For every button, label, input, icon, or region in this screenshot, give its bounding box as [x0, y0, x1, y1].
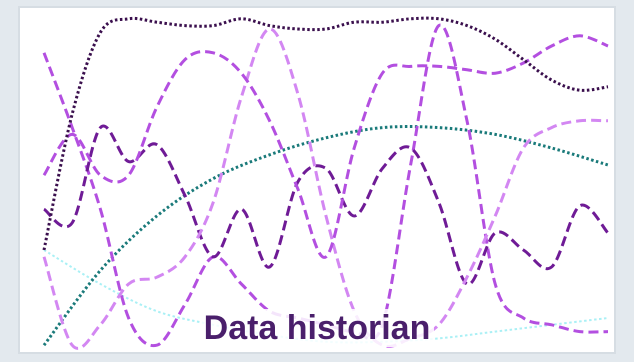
series-line-4 — [43, 124, 610, 286]
series-line-6 — [42, 125, 609, 347]
series-line-5 — [42, 23, 609, 348]
series-line-3 — [42, 27, 609, 350]
series-line-7 — [43, 249, 609, 344]
series-line-1 — [42, 16, 609, 251]
series-line-2 — [42, 34, 609, 259]
